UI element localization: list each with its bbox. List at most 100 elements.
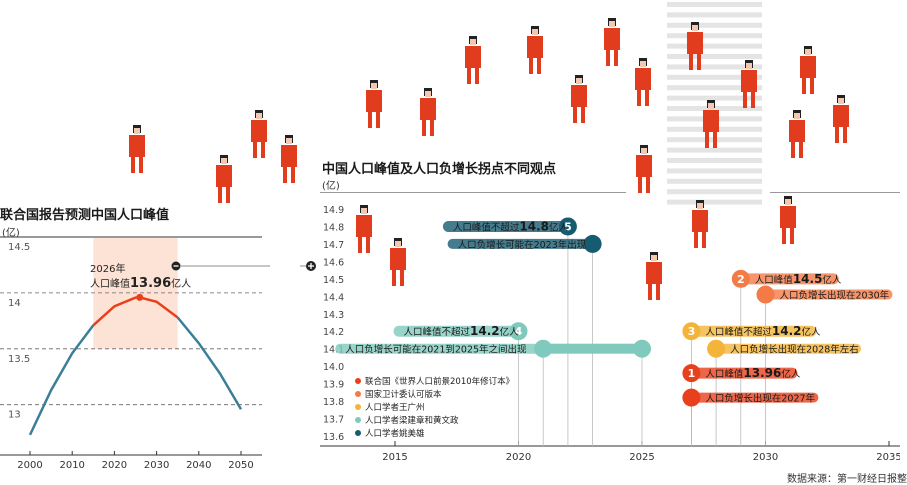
pixel-person-leg	[751, 92, 755, 108]
opinion-label: 人口负增长可能在2021到2025年之间出现	[345, 344, 527, 356]
pixel-person	[571, 75, 587, 123]
pixel-person-face	[361, 208, 367, 214]
y-tick-label: 14.1	[323, 345, 344, 356]
opinion-point	[509, 322, 528, 341]
pixel-person	[635, 58, 651, 106]
x-tick-label: 2035	[876, 452, 900, 463]
pixel-person-leg	[835, 127, 839, 143]
pixel-person-leg	[368, 112, 372, 128]
pixel-person-leg	[646, 177, 650, 193]
pixel-person	[687, 22, 703, 70]
pixel-person-body	[390, 248, 406, 270]
crosswalk-stripe	[667, 158, 762, 163]
pixel-person-leg	[366, 237, 370, 253]
pixel-person-body	[216, 165, 232, 187]
pixel-person-leg	[226, 187, 230, 203]
opinion-point	[682, 388, 701, 407]
pixel-person-leg	[689, 54, 693, 70]
pixel-person-leg	[573, 107, 577, 123]
y-tick-label: 14.7	[323, 240, 344, 251]
pixel-person-leg	[648, 284, 652, 300]
opinion-number: 4	[515, 325, 523, 338]
legend-label: 联合国《世界人口前景2010年修订本》	[365, 376, 514, 387]
pixel-person-leg	[131, 157, 135, 173]
pixel-person-body	[780, 206, 796, 228]
pixel-person	[129, 125, 145, 173]
right-chart-title: 中国人口峰值及人口负增长拐点不同观点	[322, 162, 557, 177]
pixel-person-leg	[430, 120, 434, 136]
pixel-person-leg	[475, 68, 479, 84]
pixel-person-body	[687, 32, 703, 54]
curve-falling-segment	[176, 316, 243, 410]
pixel-person-leg	[802, 78, 806, 94]
pixel-person-body	[833, 105, 849, 127]
y-tick-label: 14.5	[8, 242, 30, 253]
left-chart-unit: (亿)	[2, 228, 20, 239]
crosswalk-stripe	[667, 199, 762, 205]
pixel-person-leg	[743, 92, 747, 108]
y-tick-label: 13.6	[323, 432, 344, 443]
label-pill	[742, 273, 839, 285]
y-tick-label: 14.6	[323, 257, 344, 268]
label-pill	[693, 325, 817, 337]
opinion-number: 1	[688, 367, 696, 380]
opinion-label: 人口负增长出现在2028年左右	[730, 344, 859, 356]
pixel-person	[741, 60, 757, 108]
label-pill	[767, 289, 893, 300]
crosswalk-stripe	[667, 106, 762, 111]
opinion-label: 人口峰值13.96亿人	[705, 366, 800, 380]
crosswalk-stripe	[667, 33, 762, 39]
range-bar	[543, 343, 642, 354]
pixel-person-face	[708, 103, 714, 109]
legend-marker	[355, 378, 361, 384]
right-chart-unit: (亿)	[322, 181, 340, 192]
pixel-person-leg	[614, 50, 618, 66]
pixel-person-leg	[283, 167, 287, 183]
pixel-person-leg	[645, 90, 649, 106]
peak-point	[136, 293, 144, 301]
pixel-person-body	[527, 36, 543, 58]
x-tick-label: 2030	[753, 452, 778, 463]
pixel-person	[420, 88, 436, 136]
x-tick-label: 2025	[629, 452, 654, 463]
peak-highlight-band	[93, 238, 178, 349]
pixel-person	[356, 205, 372, 253]
legend-marker	[355, 417, 361, 423]
pixel-person-leg	[638, 177, 642, 193]
pixel-person-face	[395, 241, 401, 247]
x-tick-label: 2015	[382, 452, 407, 463]
pixel-person-body	[703, 110, 719, 132]
range-end-point	[633, 339, 651, 358]
pixel-person	[692, 200, 708, 248]
pixel-person-face	[641, 148, 647, 154]
pixel-person-body	[366, 90, 382, 112]
pixel-person-body	[604, 28, 620, 50]
label-pill	[693, 367, 798, 379]
pixel-person-leg	[261, 142, 265, 158]
opinion-point	[583, 234, 602, 253]
legend-marker	[355, 404, 361, 410]
pixel-person	[789, 110, 805, 158]
opinion-number: 3	[688, 325, 696, 338]
opinion-number: 2	[737, 273, 745, 286]
pixel-person-leg	[253, 142, 257, 158]
pixel-person-leg	[358, 237, 362, 253]
pixel-person	[390, 238, 406, 286]
data-source: 数据来源：第一财经日报整理	[787, 474, 907, 485]
pixel-person-body	[251, 120, 267, 142]
pixel-person-face	[838, 98, 844, 104]
label-pill	[393, 325, 517, 337]
y-tick-label: 14.9	[323, 205, 344, 216]
y-tick-label: 14.5	[323, 275, 344, 286]
pixel-person-face	[532, 29, 538, 35]
pixel-person	[281, 135, 297, 183]
pixel-person-leg	[782, 228, 786, 244]
pixel-person-body	[420, 98, 436, 120]
legend-marker	[355, 391, 361, 397]
pixel-person	[703, 100, 719, 148]
crosswalk-stripe	[667, 12, 762, 18]
opinion-point	[558, 217, 577, 236]
pixel-person-face	[692, 25, 698, 31]
pixel-person-face	[785, 199, 791, 205]
